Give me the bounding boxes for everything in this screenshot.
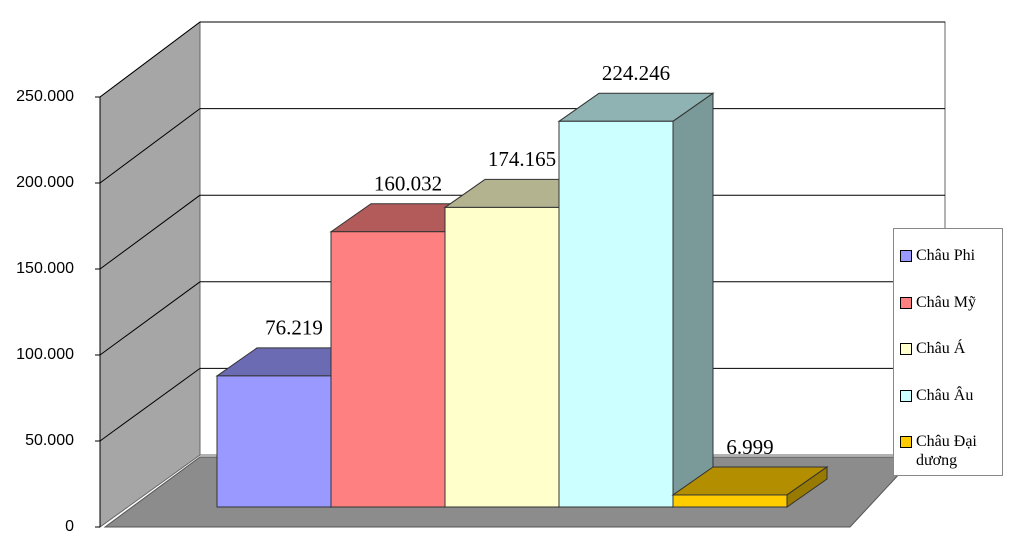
legend-label: Châu Phi — [916, 247, 976, 264]
side-wall — [99, 21, 201, 528]
legend-item: Châu Âu — [900, 386, 1000, 405]
bar — [672, 494, 788, 508]
legend-item: Châu Phi — [900, 246, 1000, 265]
y-tick-label: 50.000 — [25, 432, 74, 449]
legend-item: Châu Đại dương — [900, 432, 1000, 470]
y-tick-label: 150.000 — [16, 260, 74, 277]
legend: Châu Phi Châu Mỹ Châu Á Châu Âu Châu Đại dươ… — [893, 228, 1003, 476]
y-tick-label: 250.000 — [16, 88, 74, 105]
y-tick-label: 100.000 — [16, 346, 74, 363]
bar — [558, 120, 674, 508]
value-label: 6.999 — [726, 435, 773, 459]
legend-label: Châu Đại dương — [916, 433, 977, 469]
value-label: 174.165 — [488, 147, 556, 171]
value-label: 160.032 — [374, 172, 442, 196]
legend-swatch — [900, 436, 912, 448]
legend-label: Châu Á — [916, 340, 966, 357]
legend-item: Châu Á — [900, 339, 1000, 358]
bar-side — [672, 92, 714, 508]
y-tick-label: 0 — [65, 518, 74, 535]
legend-label: Châu Âu — [916, 386, 974, 404]
value-label: 76.219 — [265, 316, 323, 340]
legend-swatch — [900, 250, 912, 262]
legend-swatch — [900, 296, 912, 309]
grid-line — [99, 21, 201, 98]
bar — [330, 231, 446, 508]
grid-line — [99, 194, 201, 270]
legend-label: Châu Mỹ — [916, 293, 976, 311]
bar — [444, 206, 560, 508]
legend-item: Châu Mỹ — [900, 293, 1000, 312]
grid-line — [99, 281, 201, 356]
legend-swatch — [900, 389, 912, 402]
bar — [216, 375, 332, 508]
grid-line — [99, 108, 201, 184]
grid-line — [99, 367, 201, 442]
legend-swatch — [900, 343, 912, 355]
value-label: 224.246 — [602, 61, 670, 85]
y-tick-label: 200.000 — [16, 174, 74, 191]
